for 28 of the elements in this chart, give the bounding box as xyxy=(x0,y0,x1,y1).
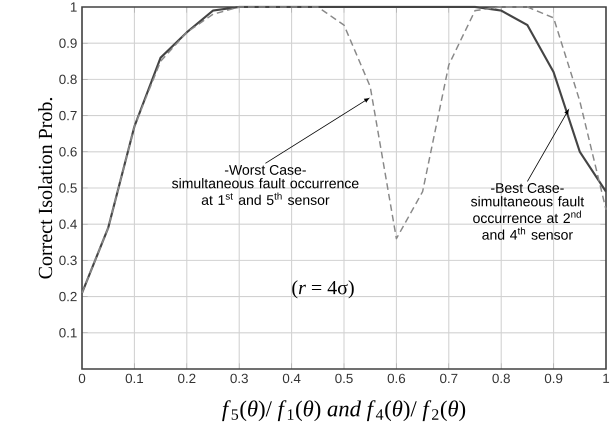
annotation: (r = 4σ) xyxy=(292,280,354,298)
y-tick-label: 0.9 xyxy=(59,38,77,48)
x-tick-label: 0.8 xyxy=(492,374,510,384)
annotation: -Worst Case- xyxy=(224,164,306,175)
x-tick-label: 0.4 xyxy=(282,374,300,384)
x-tick-label: 0.5 xyxy=(335,374,353,384)
y-tick-label: 0.4 xyxy=(59,219,77,229)
y-axis-title: Correct Isolation Prob. xyxy=(38,98,52,279)
x-tick-label: 0.2 xyxy=(178,374,196,384)
x-tick-label: 0.6 xyxy=(388,374,406,384)
x-tick-label: 0.3 xyxy=(230,374,248,384)
text: f$_{5}$(θ)/ f$_{1}$(θ) and f$_{4}$(θ)/ f$_{2}$(θ) xyxy=(222,400,466,422)
x-tick-label: 0 xyxy=(78,374,86,384)
x-tick-label: 0.1 xyxy=(126,374,144,384)
y-tick-label: 0.2 xyxy=(59,292,77,302)
annotation: -Best Case- xyxy=(491,183,564,193)
x-tick-label: 1 xyxy=(603,374,610,383)
y-tick-label: 1 xyxy=(70,2,77,12)
y-tick-label: 0.3 xyxy=(59,256,77,266)
y-tick-label: 0.6 xyxy=(59,147,77,157)
annotation: simultaneous fault occurrence at 1$^{st}$ and 5$^{th}$ sensor xyxy=(172,178,358,205)
y-tick-label: 0.5 xyxy=(59,183,77,193)
text: simultaneous fault occurrence at 2$^{nd}$ and 4$^{th}$ sensor xyxy=(470,196,584,240)
x-tick-label: 0.7 xyxy=(440,374,458,384)
y-tick-label: 0.8 xyxy=(59,74,77,84)
y-tick-label: 0.7 xyxy=(59,110,77,120)
x-tick-label: 0.9 xyxy=(544,374,562,384)
y-tick-label: 0.1 xyxy=(59,328,77,338)
